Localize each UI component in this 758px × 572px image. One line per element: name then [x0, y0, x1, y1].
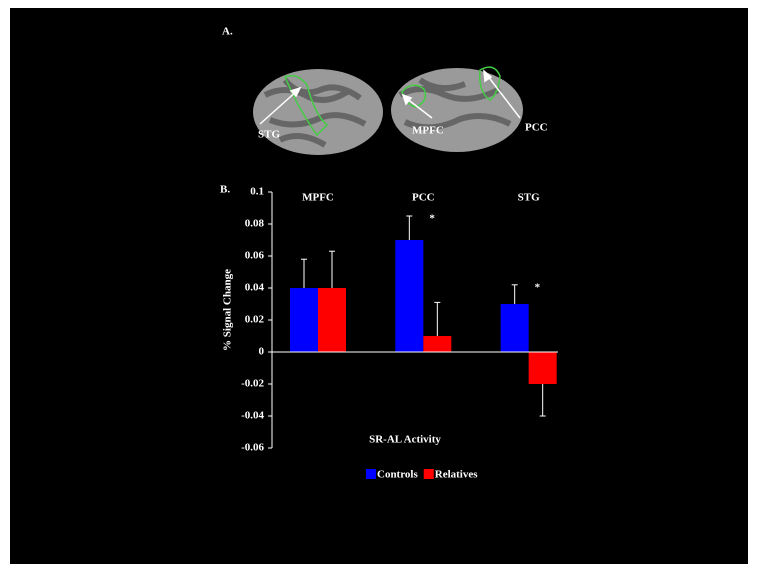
brain-lateral: [253, 69, 383, 155]
error-bar: [329, 250, 335, 288]
legend-swatch: [366, 469, 376, 479]
bar: [423, 336, 452, 352]
legend-label: Controls: [377, 469, 418, 481]
annotation: *: [429, 213, 435, 225]
arrows: [259, 69, 521, 125]
panel-label: B.: [220, 184, 230, 196]
annotation: *: [535, 281, 541, 293]
error-bar: [301, 258, 307, 288]
y-tick-label: 0.08: [245, 218, 265, 230]
bar: [500, 304, 529, 352]
x-axis-label: SR-AL Activity: [369, 434, 441, 446]
y-tick-label: 0.06: [245, 250, 265, 262]
bar: [528, 352, 557, 384]
y-tick-label: -0.06: [241, 442, 264, 454]
region-label: MPFC: [412, 125, 444, 137]
legend-swatch: [423, 469, 434, 479]
background: [10, 8, 748, 564]
legend-label: Relatives: [435, 469, 478, 481]
bar: [395, 240, 424, 352]
panel-label: A.: [222, 26, 233, 38]
y-axis-label: % Signal Change: [222, 269, 234, 351]
category-label: MPFC: [302, 192, 334, 204]
bar: [290, 288, 318, 352]
error-bar: [406, 215, 413, 240]
category-label: PCC: [412, 192, 435, 204]
region-label: PCC: [525, 122, 548, 134]
y-tick-label: 0.04: [245, 282, 265, 294]
y-tick-label: 0.1: [250, 186, 264, 198]
y-tick-label: -0.04: [241, 410, 264, 422]
y-tick-label: -0.02: [241, 378, 264, 390]
brain-medial: [391, 66, 523, 152]
y-tick-label: 0: [259, 346, 265, 358]
bar: [318, 288, 346, 352]
error-bar: [539, 384, 546, 417]
region-label: STG: [258, 129, 280, 141]
y-tick-label: 0.02: [245, 314, 265, 326]
error-bar: [434, 301, 441, 336]
category-label: STG: [518, 192, 540, 204]
error-bar: [511, 284, 518, 304]
